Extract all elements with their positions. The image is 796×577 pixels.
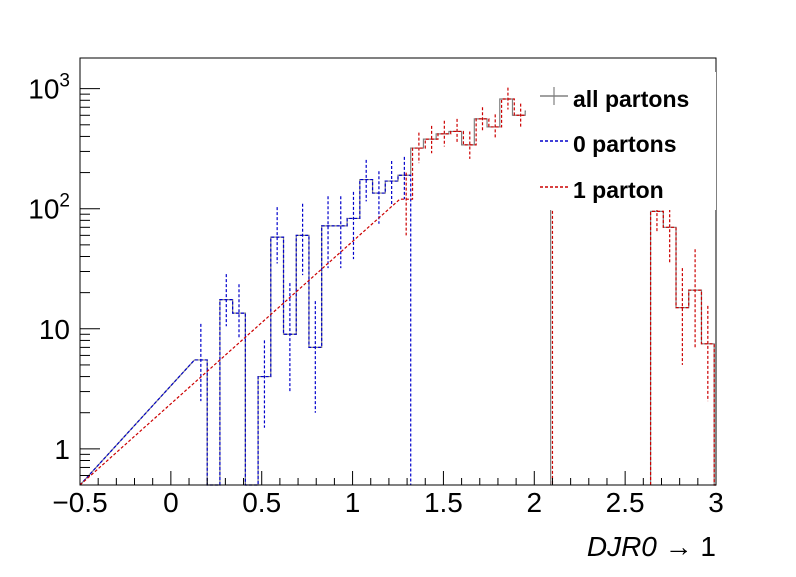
y-tick-label: 103 (28, 71, 70, 105)
legend-label: 1 parton (573, 177, 664, 203)
zero-partons-histogram-steps (79, 174, 412, 486)
one-parton-histogram-tail-steps (649, 210, 716, 486)
legend-label: all partons (573, 86, 689, 112)
axis-layer: −0.5 0 0.5 1 1.5 2 2.5 3 1 10 102 103 (28, 71, 724, 518)
series-one-parton (79, 87, 716, 486)
x-tick-label: 3 (708, 487, 724, 518)
one-parton-histogram-steps (79, 98, 554, 486)
x-tick-label: 2 (526, 487, 542, 518)
x-tick-label: 1.5 (424, 487, 463, 518)
x-axis-label-italic: DJR0 (587, 531, 657, 562)
y-tick-label: 102 (28, 191, 70, 225)
x-axis-label: DJR0 → 1 (587, 531, 716, 562)
series-zero-partons (79, 156, 412, 486)
x-tick-label: 2.5 (606, 487, 645, 518)
y-tick-label: 10 (39, 314, 70, 345)
legend-label: 0 partons (573, 131, 677, 157)
x-tick-label: 1 (345, 487, 361, 518)
legend: all partons 0 partons 1 parton (526, 72, 716, 210)
x-tick-label: 0 (163, 487, 179, 518)
x-tick-label: −0.5 (52, 487, 107, 518)
x-tick-label: 0.5 (242, 487, 281, 518)
x-axis-label-rest: → 1 (657, 531, 716, 562)
y-tick-label: 1 (54, 434, 70, 465)
